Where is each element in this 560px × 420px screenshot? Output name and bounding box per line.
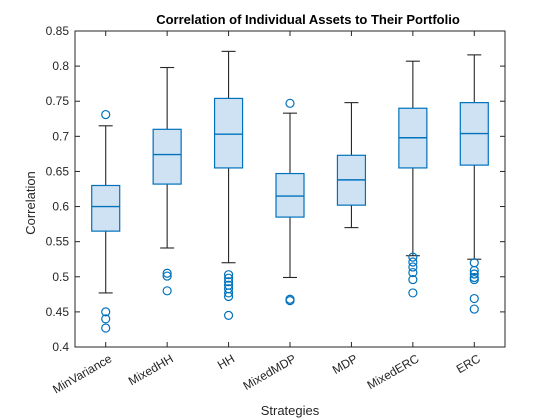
box-body — [91, 184, 121, 232]
outlier-point — [469, 258, 479, 268]
y-tick-label: 0.7 — [52, 129, 69, 143]
x-tick-label: MDP — [330, 351, 360, 376]
x-tick-label: MixedMDP — [241, 351, 299, 392]
x-tick-label: ERC — [454, 351, 483, 376]
outlier-point — [223, 310, 234, 320]
y-tick-label: 0.75 — [46, 94, 70, 108]
outlier-point — [285, 98, 295, 108]
outlier-point — [162, 268, 172, 278]
x-tick-label: MixedERC — [365, 351, 422, 392]
outlier-point — [223, 277, 234, 287]
y-axis-label: Correlation — [23, 171, 38, 235]
x-tick-label: MinVariance — [50, 351, 114, 396]
outlier-point — [223, 270, 234, 280]
y-tick-label: 0.45 — [46, 305, 70, 319]
y-tick-label: 0.6 — [52, 200, 69, 214]
y-tick-label: 0.5 — [52, 270, 69, 284]
outlier-point — [101, 109, 111, 120]
y-tick-label: 0.55 — [46, 235, 70, 249]
plot-area: 0.4 0.45 0.5 0.55 0.6 0.65 0.7 0.75 0.8 0.85 MinVa… — [46, 24, 506, 397]
outlier-point — [162, 286, 172, 296]
outlier-point — [408, 252, 418, 262]
outlier-point — [408, 257, 418, 267]
outlier-point — [101, 314, 111, 324]
outlier-point — [101, 323, 111, 333]
box-body — [213, 97, 244, 169]
chart-title: Correlation of Individual Assets to Thei… — [156, 12, 460, 27]
y-tick-label: 0.8 — [52, 59, 69, 73]
y-tick-label: 0.65 — [46, 164, 70, 178]
outlier-point — [469, 265, 479, 276]
outlier-point — [223, 288, 234, 298]
y-tick-label: 0.4 — [52, 340, 69, 354]
outlier-point — [408, 267, 418, 278]
box-body — [275, 172, 305, 218]
outlier-point — [285, 296, 295, 306]
outlier-point — [469, 304, 479, 314]
y-tick-label: 0.85 — [46, 24, 70, 38]
x-tick-label: MixedHH — [126, 351, 176, 388]
outlier-point — [408, 274, 418, 285]
outlier-point — [101, 307, 111, 317]
outlier-point — [408, 288, 418, 298]
outlier-point — [223, 291, 234, 302]
outlier-point — [469, 293, 479, 304]
outlier-point — [162, 271, 172, 281]
outlier-point — [408, 262, 418, 272]
x-tick-label: HH — [215, 351, 237, 372]
outlier-point — [469, 274, 479, 285]
x-axis-label: Strategies — [261, 403, 320, 418]
outlier-point — [469, 269, 479, 279]
outlier-point — [223, 273, 234, 283]
box-body — [152, 128, 182, 185]
